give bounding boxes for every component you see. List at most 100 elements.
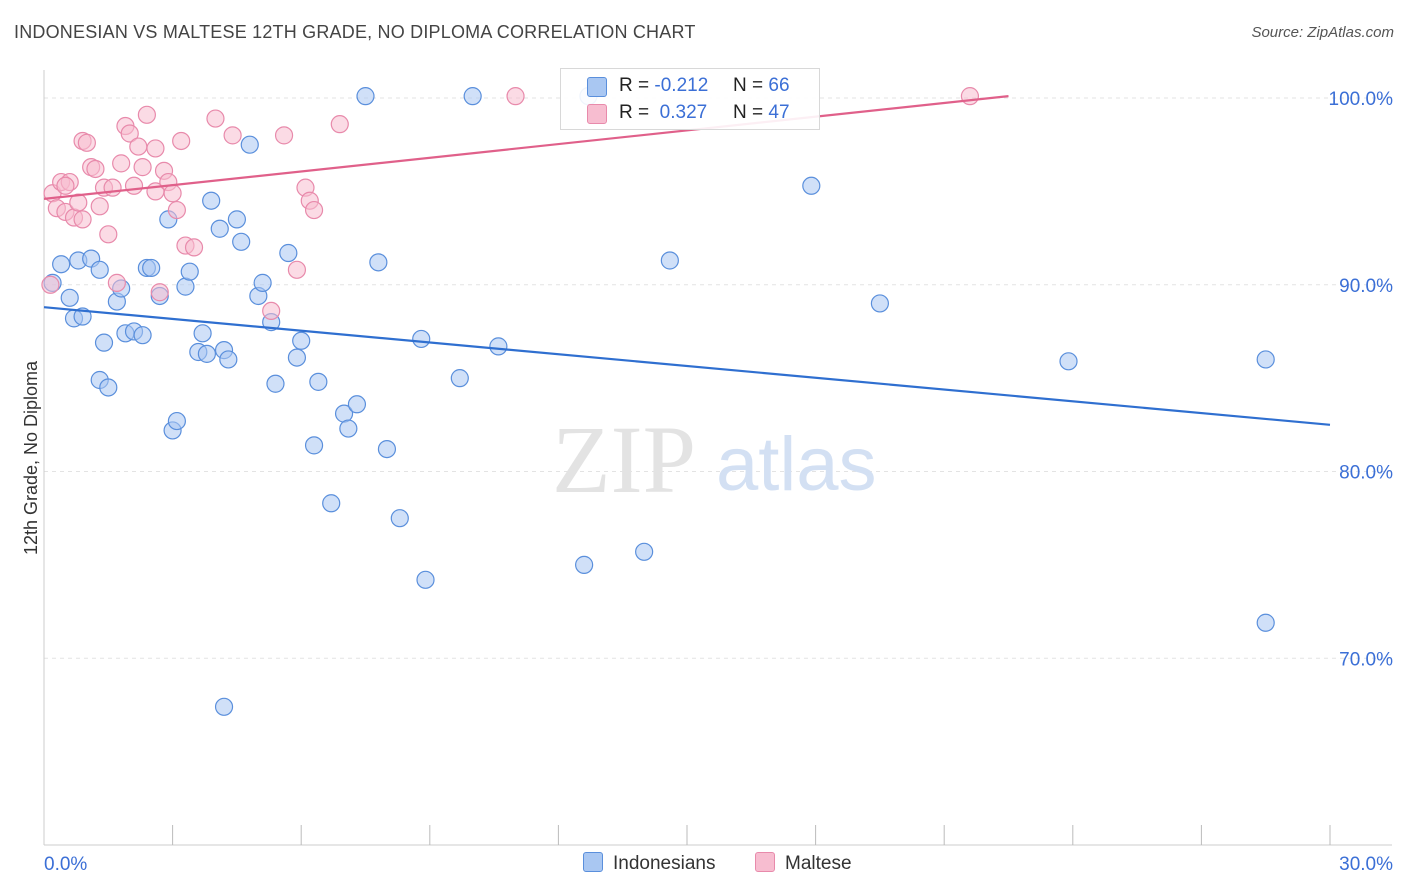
maltese-point <box>73 210 92 229</box>
indonesians-point <box>52 255 71 274</box>
chart-title: INDONESIAN VS MALTESE 12TH GRADE, NO DIP… <box>14 22 696 42</box>
indonesians-point <box>870 294 890 313</box>
indonesians-point <box>94 333 114 352</box>
indonesians-point <box>227 210 246 229</box>
indonesians-point <box>99 378 118 397</box>
indonesians-point <box>1059 352 1078 371</box>
indonesians-point <box>489 337 508 356</box>
indonesians-point <box>133 326 152 345</box>
axis-labels: 100.0% 90.0% 80.0% 70.0% 0.0% 30.0% 12th Grade… <box>21 89 1393 875</box>
maltese-point <box>124 176 144 195</box>
indonesians-point <box>232 232 251 251</box>
indonesians-point <box>802 176 821 195</box>
y-tick-label: 100.0% <box>1329 89 1394 110</box>
maltese-point <box>184 238 204 257</box>
legend-swatch-pink <box>587 104 607 124</box>
x-tick-label: 30.0% <box>1339 854 1393 875</box>
indonesians-point <box>253 273 272 292</box>
maltese-point <box>129 137 148 156</box>
legend-r: R = -0.212 <box>619 75 709 96</box>
y-tick-label: 80.0% <box>1339 463 1393 484</box>
indonesians-point <box>142 258 161 278</box>
maltese-point <box>90 197 109 216</box>
maltese-point <box>506 87 525 106</box>
indonesians-point <box>575 555 594 574</box>
maltese-point <box>304 200 324 220</box>
indonesians-point <box>266 374 285 393</box>
maltese-point <box>69 193 88 212</box>
maltese-point <box>150 283 169 302</box>
maltese-point <box>167 200 186 220</box>
trend-lines <box>43 95 1331 426</box>
x-tick-label: 0.0% <box>44 854 87 875</box>
maltese-point <box>137 105 156 124</box>
indonesians-point <box>176 277 195 296</box>
indonesians-point <box>322 494 341 513</box>
indonesians-point <box>73 307 92 326</box>
maltese-point <box>103 178 122 197</box>
watermark-zip: ZIP <box>552 406 696 513</box>
indonesians-point <box>339 419 358 438</box>
watermark-atlas: atlas <box>716 422 877 507</box>
correlation-legend: R = -0.212 N = 66 R = 0.327 N = 47 <box>560 68 820 130</box>
y-tick-label: 70.0% <box>1339 649 1393 670</box>
indonesians-point <box>219 350 238 369</box>
maltese-point <box>330 115 349 134</box>
indonesians-point <box>463 87 482 106</box>
indonesians-point <box>390 509 409 528</box>
indonesians-point <box>240 135 259 154</box>
source-label: Source: ZipAtlas.com <box>1251 24 1394 41</box>
indonesians-point <box>369 253 388 272</box>
indonesians-point <box>210 219 229 238</box>
indonesians-point <box>635 542 654 561</box>
indonesians-point <box>90 260 109 279</box>
indonesians-point <box>347 395 367 414</box>
maltese-point <box>120 124 139 143</box>
maltese-point <box>223 126 242 145</box>
indonesians-point <box>197 344 216 363</box>
bottom-legend-indonesians: Indonesians <box>583 852 715 875</box>
maltese-point <box>99 225 118 244</box>
maltese-point <box>287 260 307 279</box>
grid-lines <box>44 97 1392 659</box>
indonesians-point <box>1256 613 1275 632</box>
indonesians-point <box>180 262 199 281</box>
legend-swatch-blue <box>587 77 607 97</box>
indonesians-point <box>1256 350 1275 369</box>
indonesians-point <box>309 372 328 391</box>
indonesians-point <box>377 439 397 459</box>
maltese-point <box>163 184 182 203</box>
legend-swatch-pink <box>755 852 775 872</box>
indonesians-trend-line <box>43 306 1331 426</box>
legend-n: N = 66 <box>733 75 790 96</box>
maltese-point <box>274 126 294 145</box>
maltese-point <box>86 159 105 179</box>
axes <box>43 70 1392 846</box>
maltese-point <box>172 131 191 151</box>
maltese-point <box>262 301 281 321</box>
maltese-trend-line <box>43 95 1009 200</box>
maltese-point <box>146 139 165 158</box>
indonesians-point <box>167 411 186 431</box>
series-maltese <box>41 87 980 321</box>
indonesians-point <box>412 329 431 349</box>
legend-r: R = 0.327 <box>619 102 708 123</box>
legend-swatch-blue <box>583 852 603 872</box>
indonesians-point <box>287 348 307 367</box>
maltese-point <box>56 176 75 195</box>
indonesians-point <box>202 191 221 210</box>
maltese-point <box>112 154 131 173</box>
maltese-point <box>960 87 980 106</box>
maltese-point <box>206 109 225 128</box>
y-axis-label: 12th Grade, No Diploma <box>21 360 41 555</box>
maltese-point <box>133 158 152 177</box>
indonesians-point <box>214 697 234 716</box>
indonesians-point <box>450 369 469 388</box>
indonesians-point <box>356 87 375 106</box>
indonesians-point <box>292 331 311 350</box>
indonesians-point <box>304 436 324 455</box>
indonesians-point <box>416 570 435 589</box>
bottom-legend-maltese: Maltese <box>755 852 852 875</box>
y-tick-label: 90.0% <box>1339 276 1393 297</box>
